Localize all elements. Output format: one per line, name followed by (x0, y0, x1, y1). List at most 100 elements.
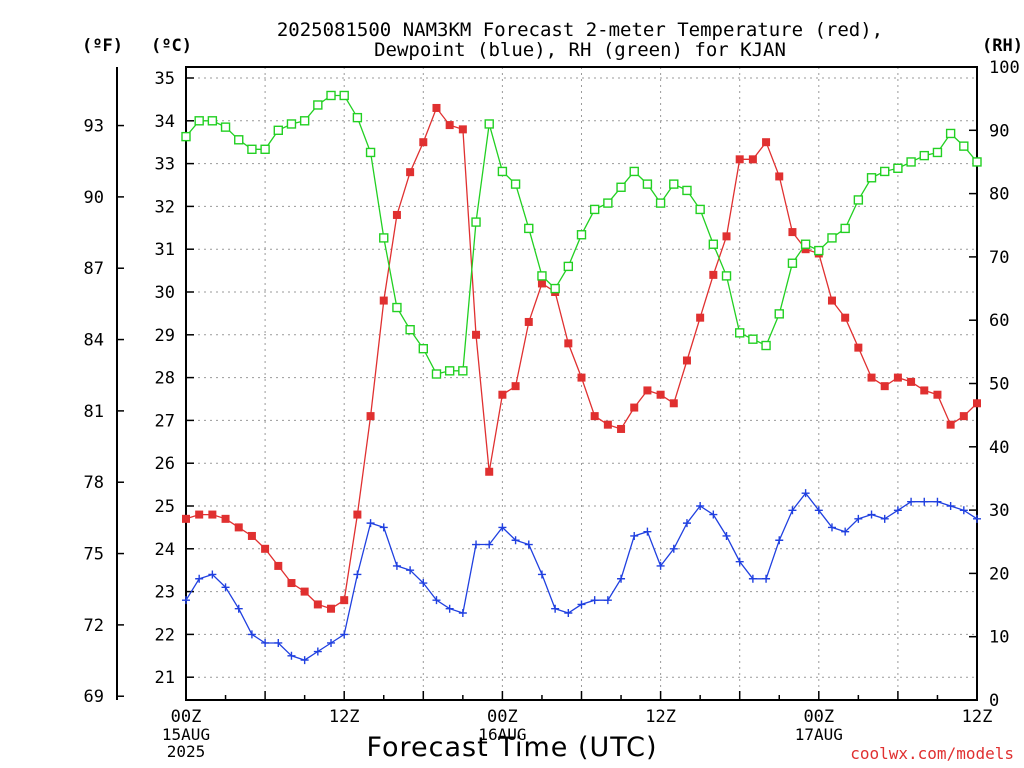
rh-point (524, 223, 534, 234)
rh-point (655, 198, 666, 208)
celsius-tick-label: 22 (155, 625, 175, 645)
temperature-point (247, 531, 256, 540)
celsius-tick-label: 25 (155, 497, 175, 517)
rh-point (827, 233, 837, 243)
dewpoint-point (709, 510, 718, 519)
rh-point (537, 271, 547, 281)
dewpoint-point (893, 506, 902, 515)
temperature-point (788, 228, 797, 237)
x-tick-label: 12Z (645, 707, 676, 727)
rh-tick-label: 20 (989, 564, 1009, 584)
rh-point (247, 144, 257, 154)
rh-point (418, 343, 428, 354)
dewpoint-point (366, 519, 375, 528)
fahrenheit-tick-label: 75 (84, 545, 104, 565)
dewpoint-point (287, 651, 296, 660)
temperature-point (603, 420, 612, 429)
source-credit[interactable]: coolwx.com/models (850, 744, 1014, 763)
temperature-point (669, 399, 678, 408)
dewpoint-point (577, 600, 586, 609)
rh-point (972, 157, 982, 167)
dewpoint-point (907, 497, 916, 506)
x-date-label: 2025 (167, 742, 206, 761)
dewpoint-point (643, 527, 652, 536)
dewpoint-point (313, 647, 322, 656)
dewpoint-point (208, 570, 217, 579)
dewpoint-point (617, 574, 626, 583)
celsius-tick-label: 23 (155, 583, 175, 603)
temperature-point (775, 172, 784, 181)
dewpoint-point (419, 579, 428, 588)
temperature-point (656, 390, 665, 399)
temperature-point (893, 373, 902, 382)
dewpoint-point (379, 523, 388, 532)
temperature-point (748, 155, 757, 164)
rh-point (774, 309, 784, 319)
dewpoint-point (630, 531, 639, 540)
dewpoint-point (682, 519, 691, 528)
celsius-tick-label: 35 (155, 69, 175, 89)
rh-point (919, 150, 929, 161)
dewpoint-point (775, 536, 784, 545)
rh-point (721, 271, 732, 281)
rh-tick-label: 10 (989, 628, 1009, 648)
temperature-point (182, 514, 190, 523)
temperature-point (959, 412, 968, 421)
dewpoint-point (590, 596, 599, 605)
x-date-label: 16AUG (478, 725, 526, 744)
rh-point (510, 179, 521, 189)
x-axis-title: Forecast Time (UTC) (366, 732, 658, 763)
temperature-point (511, 382, 520, 391)
rh-point (365, 147, 376, 158)
temperature-point (458, 125, 467, 134)
rh-point (220, 122, 231, 132)
dewpoint-point (353, 570, 362, 579)
temperature-point (300, 587, 309, 596)
x-tick-label: 00Z (803, 707, 834, 727)
celsius-tick-label: 27 (155, 411, 175, 431)
fahrenheit-tick-label: 72 (84, 616, 104, 636)
celsius-tick-label: 28 (155, 369, 175, 389)
rh-point (207, 116, 218, 126)
temperature-point (195, 510, 204, 519)
temperature-point (537, 279, 546, 288)
fahrenheit-tick-label: 84 (84, 331, 104, 351)
celsius-tick-label: 24 (155, 540, 175, 560)
celsius-tick-label: 29 (155, 326, 175, 346)
rh-point (695, 204, 705, 215)
dewpoint-point (696, 502, 705, 510)
dewpoint-point (485, 540, 494, 549)
dewpoint-point (801, 489, 810, 498)
rh-point (563, 261, 574, 272)
rh-point (589, 204, 600, 215)
dewpoint-point (182, 596, 190, 605)
rh-tick-label: 70 (989, 248, 1009, 268)
dewpoint-point (458, 609, 467, 617)
rh-point (194, 116, 204, 126)
rh-point (379, 233, 389, 243)
rh-point (708, 239, 719, 249)
temperature-point (735, 155, 744, 164)
dewpoint-point (880, 514, 889, 523)
dewpoint-point (195, 574, 204, 583)
rh-point (405, 324, 415, 335)
rh-point (761, 340, 771, 351)
dewpoint-point (498, 523, 507, 532)
dewpoint-point (973, 514, 981, 523)
rh-point (616, 182, 626, 192)
temperature-point (722, 232, 731, 241)
temperature-point (261, 544, 270, 553)
rh-point (392, 302, 402, 313)
temperature-point (854, 343, 863, 352)
dewpoint-point (735, 557, 744, 566)
rh-point (735, 328, 745, 338)
temperature-point (880, 382, 889, 391)
rh-point (629, 166, 639, 177)
dewpoint-point (327, 638, 336, 647)
rh-point (959, 141, 969, 151)
rh-point (313, 100, 323, 110)
dewpoint-point (933, 497, 942, 506)
x-tick-label: 12Z (962, 707, 993, 727)
rh-tick-label: 80 (989, 185, 1009, 205)
rh-point (787, 258, 798, 268)
